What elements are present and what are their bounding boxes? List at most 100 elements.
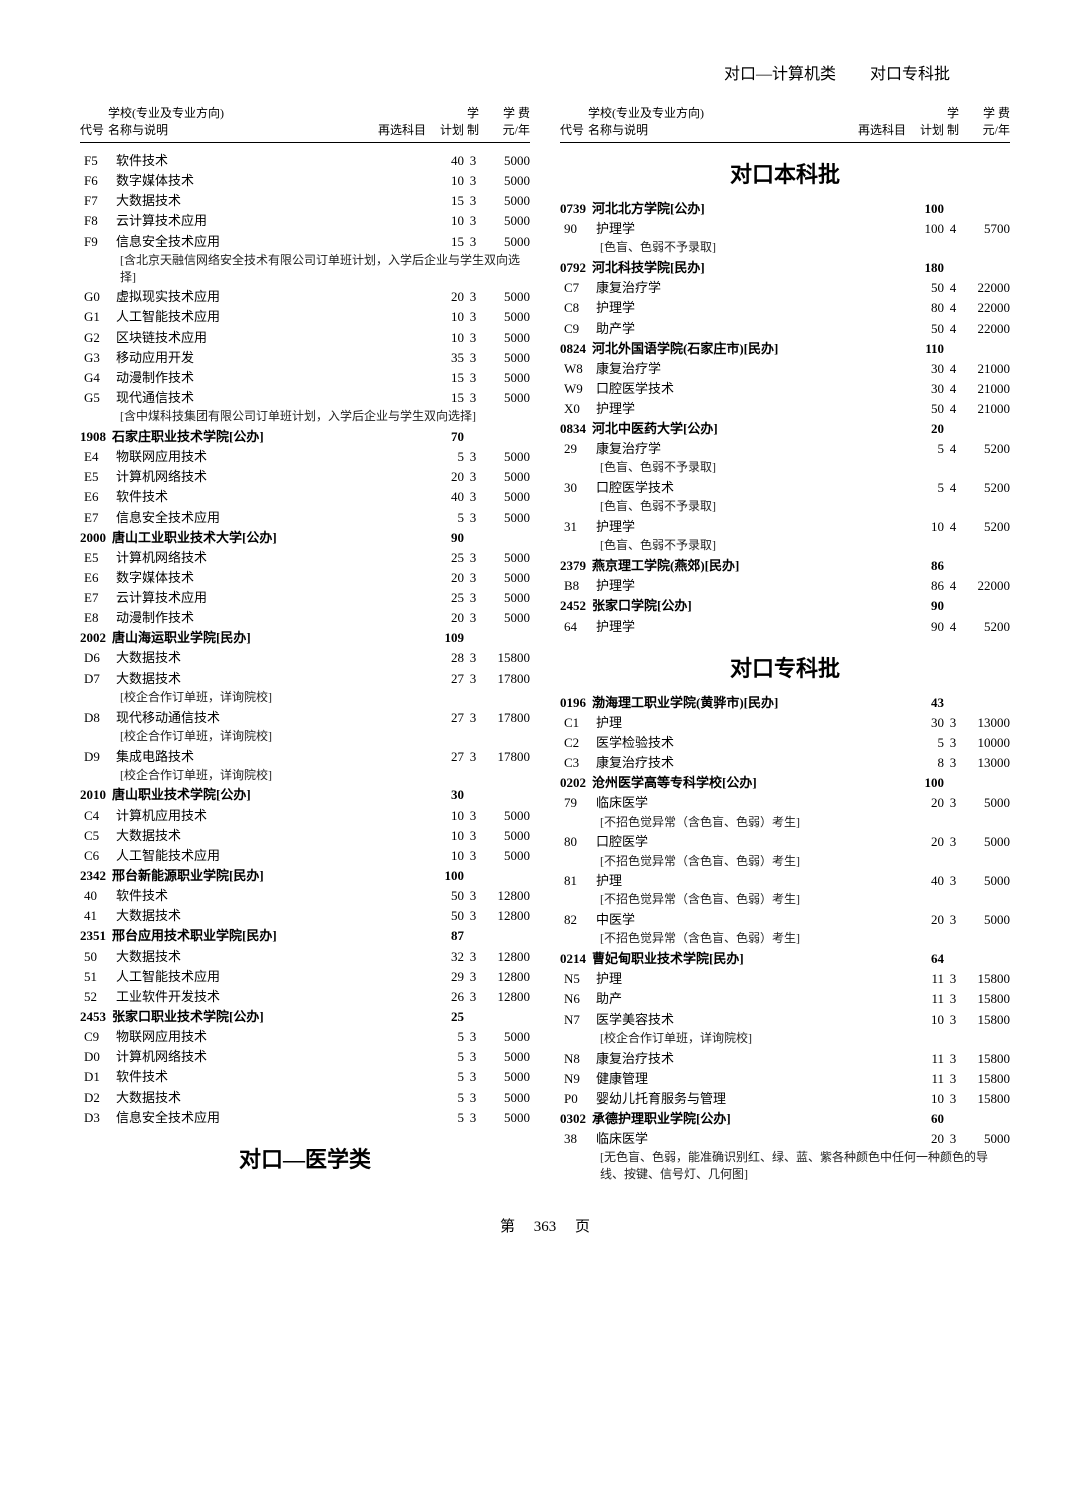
row-code: F5	[80, 151, 116, 171]
row-year: 3	[464, 708, 482, 728]
row-name: 工业软件开发技术	[116, 987, 428, 1007]
school-row: 2000唐山工业职业技术大学[公办]90	[80, 528, 530, 548]
row-fee: 22000	[962, 298, 1010, 318]
row-note: [色盲、色弱不予录取]	[560, 498, 1010, 515]
major-row: G5现代通信技术1535000	[80, 388, 530, 408]
row-plan: 90	[908, 596, 944, 616]
row-plan: 5	[428, 1047, 464, 1067]
footer-right: 页	[575, 1219, 590, 1235]
row-fee: 5000	[482, 287, 530, 307]
school-row: 1908石家庄职业技术学院[公办]70	[80, 427, 530, 447]
row-name: 计算机网络技术	[116, 467, 428, 487]
row-plan: 26	[428, 987, 464, 1007]
row-plan: 10	[908, 1010, 944, 1030]
row-year: 3	[944, 753, 962, 773]
row-code: 2000	[80, 528, 112, 548]
row-plan: 50	[428, 906, 464, 926]
row-code: C5	[80, 826, 116, 846]
major-row: E7云计算技术应用2535000	[80, 588, 530, 608]
row-fee: 15800	[962, 1049, 1010, 1069]
row-year: 4	[944, 576, 962, 596]
major-row: N5护理11315800	[560, 969, 1010, 989]
row-name: 燕京理工学院(燕郊)[民办]	[592, 556, 908, 576]
row-year: 3	[944, 832, 962, 852]
row-name: 信息安全技术应用	[116, 508, 428, 528]
row-code: 0739	[560, 199, 592, 219]
row-fee: 12800	[482, 987, 530, 1007]
row-name: 大数据技术	[116, 906, 428, 926]
row-plan: 50	[908, 278, 944, 298]
row-fee: 15800	[962, 969, 1010, 989]
row-year: 3	[464, 232, 482, 252]
column-header: 代号学校(专业及专业方向)名称与说明再选科目计划学制学 费元/年	[80, 104, 530, 143]
major-row: B8护理学86422000	[560, 576, 1010, 596]
row-fee: 15800	[962, 1010, 1010, 1030]
major-row: G2区块链技术应用1035000	[80, 328, 530, 348]
row-name: 人工智能技术应用	[116, 307, 428, 327]
row-name: 计算机网络技术	[116, 548, 428, 568]
hdr-name: 学校(专业及专业方向)名称与说明	[108, 104, 378, 138]
major-row: C3康复治疗技术8313000	[560, 753, 1010, 773]
row-code: C6	[80, 846, 116, 866]
row-name: 唐山海运职业学院[民办]	[112, 628, 428, 648]
row-code: E6	[80, 568, 116, 588]
row-code: 82	[560, 910, 596, 930]
row-name: 临床医学	[596, 1129, 908, 1149]
major-row: 41大数据技术50312800	[80, 906, 530, 926]
row-plan: 11	[908, 989, 944, 1009]
row-name: 软件技术	[116, 151, 428, 171]
row-plan: 110	[908, 339, 944, 359]
row-fee: 5000	[482, 608, 530, 628]
row-code: G3	[80, 348, 116, 368]
row-year: 3	[944, 910, 962, 930]
row-plan: 20	[908, 832, 944, 852]
major-row: C1护理30313000	[560, 713, 1010, 733]
row-plan: 27	[428, 708, 464, 728]
row-year: 3	[464, 1027, 482, 1047]
row-fee: 5000	[482, 1088, 530, 1108]
row-year: 3	[464, 967, 482, 987]
row-plan: 8	[908, 753, 944, 773]
row-code: C1	[560, 713, 596, 733]
row-year: 3	[944, 1129, 962, 1149]
hdr-year: 学制	[464, 104, 482, 138]
row-plan: 10	[428, 211, 464, 231]
major-row: 81护理4035000	[560, 871, 1010, 891]
row-name: 口腔医学技术	[596, 379, 908, 399]
row-note: [不招色觉异常（含色盲、色弱）考生]	[560, 930, 1010, 947]
row-code: E5	[80, 467, 116, 487]
row-name: 现代通信技术	[116, 388, 428, 408]
row-code: 2452	[560, 596, 592, 616]
major-row: W9口腔医学技术30421000	[560, 379, 1010, 399]
row-note: [不招色觉异常（含色盲、色弱）考生]	[560, 891, 1010, 908]
row-fee: 5200	[962, 617, 1010, 637]
row-plan: 30	[908, 359, 944, 379]
row-plan: 80	[908, 298, 944, 318]
row-name: 信息安全技术应用	[116, 232, 428, 252]
row-year: 3	[944, 989, 962, 1009]
row-fee: 13000	[962, 713, 1010, 733]
section-title: 对口本科批	[560, 157, 1010, 189]
row-name: 康复治疗学	[596, 359, 908, 379]
major-row: D3信息安全技术应用535000	[80, 1108, 530, 1128]
row-fee: 5000	[482, 467, 530, 487]
major-row: F7大数据技术1535000	[80, 191, 530, 211]
row-plan: 40	[908, 871, 944, 891]
row-code: N5	[560, 969, 596, 989]
row-plan: 50	[428, 886, 464, 906]
row-year: 4	[944, 517, 962, 537]
row-fee: 17800	[482, 747, 530, 767]
row-code: 81	[560, 871, 596, 891]
row-fee: 15800	[962, 1089, 1010, 1109]
row-plan: 10	[428, 806, 464, 826]
row-year: 4	[944, 399, 962, 419]
row-year: 4	[944, 278, 962, 298]
row-fee: 10000	[962, 733, 1010, 753]
row-code: D6	[80, 648, 116, 668]
row-year: 3	[464, 307, 482, 327]
row-fee: 5000	[482, 487, 530, 507]
row-fee: 12800	[482, 947, 530, 967]
row-name: 计算机应用技术	[116, 806, 428, 826]
row-code: 2002	[80, 628, 112, 648]
row-year: 3	[464, 487, 482, 507]
